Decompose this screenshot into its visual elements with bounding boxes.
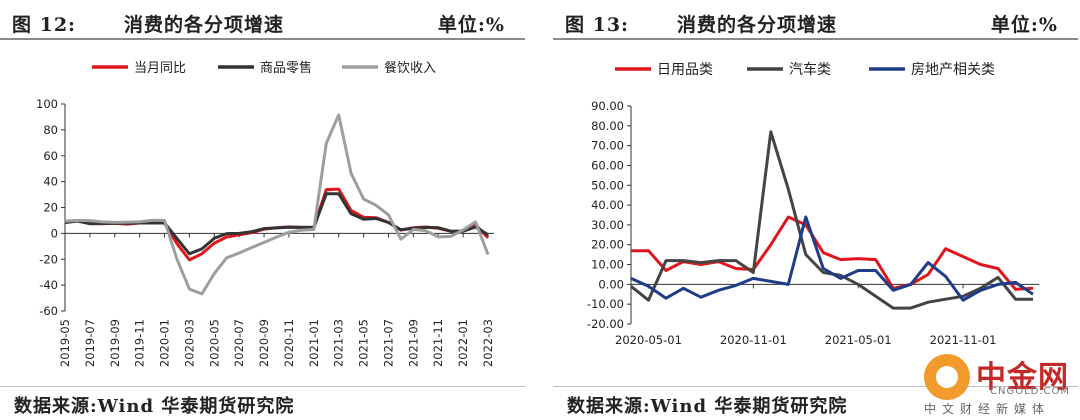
x-tick-label-2: 2019-09 bbox=[108, 319, 122, 367]
chart-legend: 当月同比 商品零售 餐饮收入 bbox=[92, 60, 436, 76]
figure-13-panel: 图 13: 消费的各分项增速 单位:% 日用品类 汽车类 房地产相关类 90.00 80… bbox=[553, 0, 1078, 420]
watermark-slogan: 中文财经新媒体 bbox=[924, 402, 1051, 416]
x-tick-label-0: 2019-05 bbox=[58, 319, 72, 367]
legend-label-2: 餐饮收入 bbox=[384, 60, 436, 76]
y-tick-label-1: 80.00 bbox=[591, 119, 624, 133]
y-tick-label-3: 60.00 bbox=[591, 158, 624, 172]
y-tick-label-9: 0.00 bbox=[598, 277, 624, 291]
x-tick-label-3: 2021-11-01 bbox=[930, 333, 997, 347]
x-tick-label-1: 2019-07 bbox=[83, 319, 97, 367]
x-tick-label-14: 2021-09 bbox=[406, 319, 420, 367]
figure-12-header: 图 12: 消费的各分项增速 单位:% bbox=[12, 6, 513, 36]
x-tick-label-9: 2020-11 bbox=[282, 319, 296, 367]
x-tick-label-13: 2021-07 bbox=[381, 319, 395, 367]
footer-divider bbox=[0, 386, 525, 387]
x-tick-label-2: 2021-05-01 bbox=[825, 333, 892, 347]
x-tick-label-12: 2021-05 bbox=[357, 319, 371, 367]
x-tick-label-17: 2022-03 bbox=[481, 319, 495, 367]
x-tick-label-8: 2020-09 bbox=[257, 319, 271, 367]
x-tick-label-3: 2019-11 bbox=[133, 319, 147, 367]
cngold-watermark: 中金网 CNGOLD.COM 中文财经新媒体 bbox=[918, 352, 1078, 418]
legend-label-2: 房地产相关类 bbox=[911, 62, 995, 78]
footer-divider bbox=[553, 386, 1078, 387]
x-tick-label-11: 2021-03 bbox=[332, 319, 346, 367]
y-tick-label-5: 0 bbox=[51, 226, 58, 240]
figure-number: 图 12: bbox=[12, 14, 77, 36]
x-tick-label-6: 2020-05 bbox=[207, 319, 221, 367]
series-line-0 bbox=[631, 215, 1034, 291]
figure-13-header: 图 13: 消费的各分项增速 单位:% bbox=[565, 6, 1066, 36]
y-tick-label-5: 40.00 bbox=[591, 198, 624, 212]
header-divider bbox=[553, 38, 1078, 40]
legend-label-1: 汽车类 bbox=[789, 61, 831, 78]
cngold-logo-icon bbox=[924, 354, 970, 400]
y-tick-label-10: -10.00 bbox=[587, 297, 624, 311]
series-line-2 bbox=[630, 215, 1034, 302]
figure-unit: 单位:% bbox=[990, 14, 1058, 36]
legend-label-0: 日用品类 bbox=[657, 62, 713, 78]
x-tick-label-15: 2021-11 bbox=[431, 319, 445, 367]
y-tick-label-4: 20 bbox=[43, 201, 58, 215]
figure-12-panel: 图 12: 消费的各分项增速 单位:% 当月同比 商品零售 餐饮收入 100 80 60 4… bbox=[0, 0, 525, 420]
y-tick-label-11: -20.00 bbox=[587, 317, 624, 331]
x-tick-label-10: 2021-01 bbox=[307, 319, 321, 367]
y-tick-label-7: 20.00 bbox=[591, 238, 624, 252]
chart-legend: 日用品类 汽车类 房地产相关类 bbox=[615, 61, 995, 78]
watermark-name: 中金网 bbox=[976, 360, 1069, 395]
header-divider bbox=[0, 38, 525, 40]
figure-number: 图 13: bbox=[565, 14, 630, 36]
y-tick-label-1: 80 bbox=[43, 123, 58, 137]
y-tick-label-2: 70.00 bbox=[591, 139, 624, 153]
figure-unit: 单位:% bbox=[437, 14, 505, 36]
x-tick-label-5: 2020-03 bbox=[182, 319, 196, 367]
y-tick-label-0: 100 bbox=[36, 97, 58, 111]
y-tick-label-2: 60 bbox=[43, 149, 58, 163]
y-tick-label-7: -40 bbox=[39, 278, 58, 292]
y-tick-label-8: 10.00 bbox=[591, 258, 624, 272]
x-tick-label-4: 2020-01 bbox=[158, 319, 172, 367]
figure-13-chart: 日用品类 汽车类 房地产相关类 90.00 80.00 70.00 60.00 50.00 40… bbox=[587, 61, 1039, 347]
watermark-url: CNGOLD.COM bbox=[990, 386, 1071, 397]
legend-label-0: 当月同比 bbox=[134, 61, 186, 76]
data-source: 数据来源:Wind 华泰期货研究院 bbox=[567, 396, 848, 417]
x-tick-label-7: 2020-07 bbox=[232, 319, 246, 367]
y-tick-label-0: 90.00 bbox=[591, 99, 624, 113]
legend-label-1: 商品零售 bbox=[260, 60, 312, 76]
figure-12-chart: 当月同比 商品零售 餐饮收入 100 80 60 40 20 0 -20 -40 -602019-05… bbox=[36, 60, 495, 367]
series-line-2 bbox=[64, 113, 490, 296]
figure-title: 消费的各分项增速 bbox=[124, 14, 285, 36]
series-line-1 bbox=[630, 130, 1033, 310]
y-tick-label-8: -60 bbox=[39, 304, 58, 318]
x-tick-label-0: 2020-05-01 bbox=[615, 333, 682, 347]
y-tick-label-6: 30.00 bbox=[591, 218, 624, 232]
y-tick-label-3: 40 bbox=[43, 175, 58, 189]
x-tick-label-16: 2022-01 bbox=[456, 319, 470, 367]
data-source: 数据来源:Wind 华泰期货研究院 bbox=[14, 396, 295, 417]
figure-title: 消费的各分项增速 bbox=[677, 14, 838, 36]
y-tick-label-4: 50.00 bbox=[591, 178, 624, 192]
x-tick-label-1: 2020-11-01 bbox=[720, 333, 787, 347]
y-tick-label-6: -20 bbox=[39, 252, 58, 266]
